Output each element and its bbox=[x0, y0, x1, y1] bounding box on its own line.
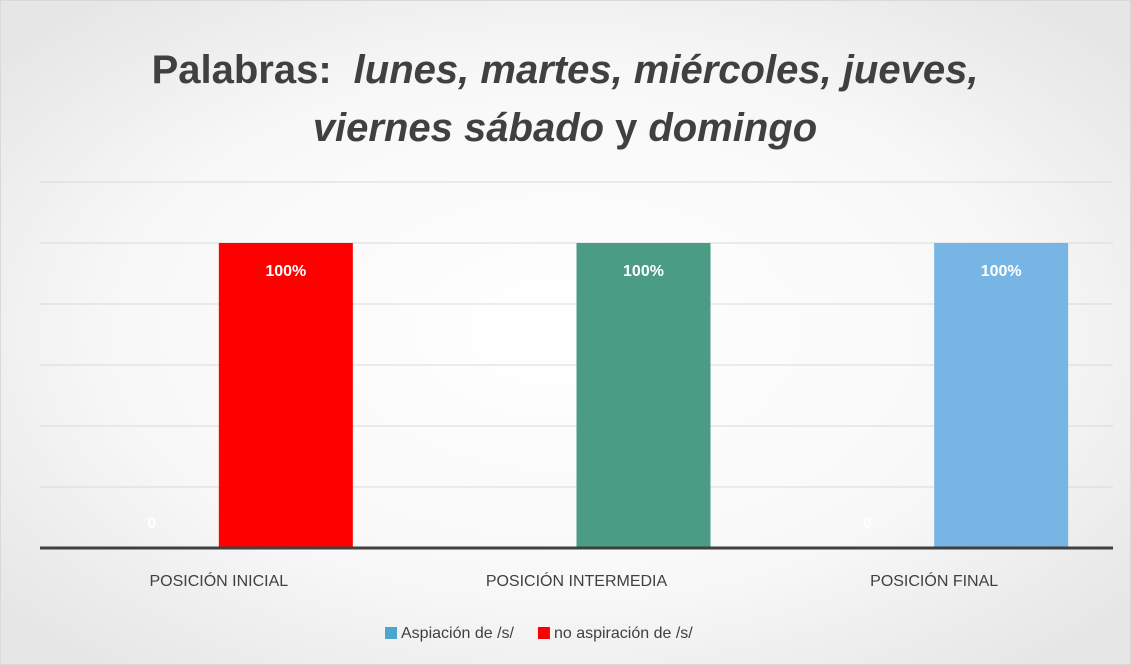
bar bbox=[218, 243, 353, 548]
data-label: 100% bbox=[981, 263, 1022, 280]
data-label: 0 bbox=[147, 515, 156, 532]
legend-swatch bbox=[537, 627, 550, 639]
legend-label: no aspiración de /s/ bbox=[554, 625, 693, 642]
legend-label: Aspiación de /s/ bbox=[401, 625, 515, 642]
chart-title: viernes sábado y domingo bbox=[313, 106, 817, 150]
x-tick-label: POSICIÓN INTERMEDIA bbox=[486, 571, 668, 590]
title-segment: Palabras: bbox=[152, 48, 332, 92]
data-label: 100% bbox=[265, 263, 306, 280]
x-tick-label: POSICIÓN INICIAL bbox=[149, 571, 288, 590]
title-segment: y bbox=[615, 106, 638, 150]
data-label: 100% bbox=[623, 263, 664, 280]
bar bbox=[934, 243, 1069, 548]
data-label: 0 bbox=[863, 515, 872, 532]
bar bbox=[576, 243, 711, 548]
title-segment: domingo bbox=[648, 106, 817, 150]
title-segment: lunes, martes, miércoles, jueves, bbox=[354, 48, 979, 92]
chart-title: Palabras: lunes, martes, miércoles, jueve… bbox=[152, 48, 979, 92]
title-segment: viernes sábado bbox=[313, 106, 604, 150]
x-tick-label: POSICIÓN FINAL bbox=[870, 571, 998, 590]
legend-swatch bbox=[385, 627, 397, 639]
